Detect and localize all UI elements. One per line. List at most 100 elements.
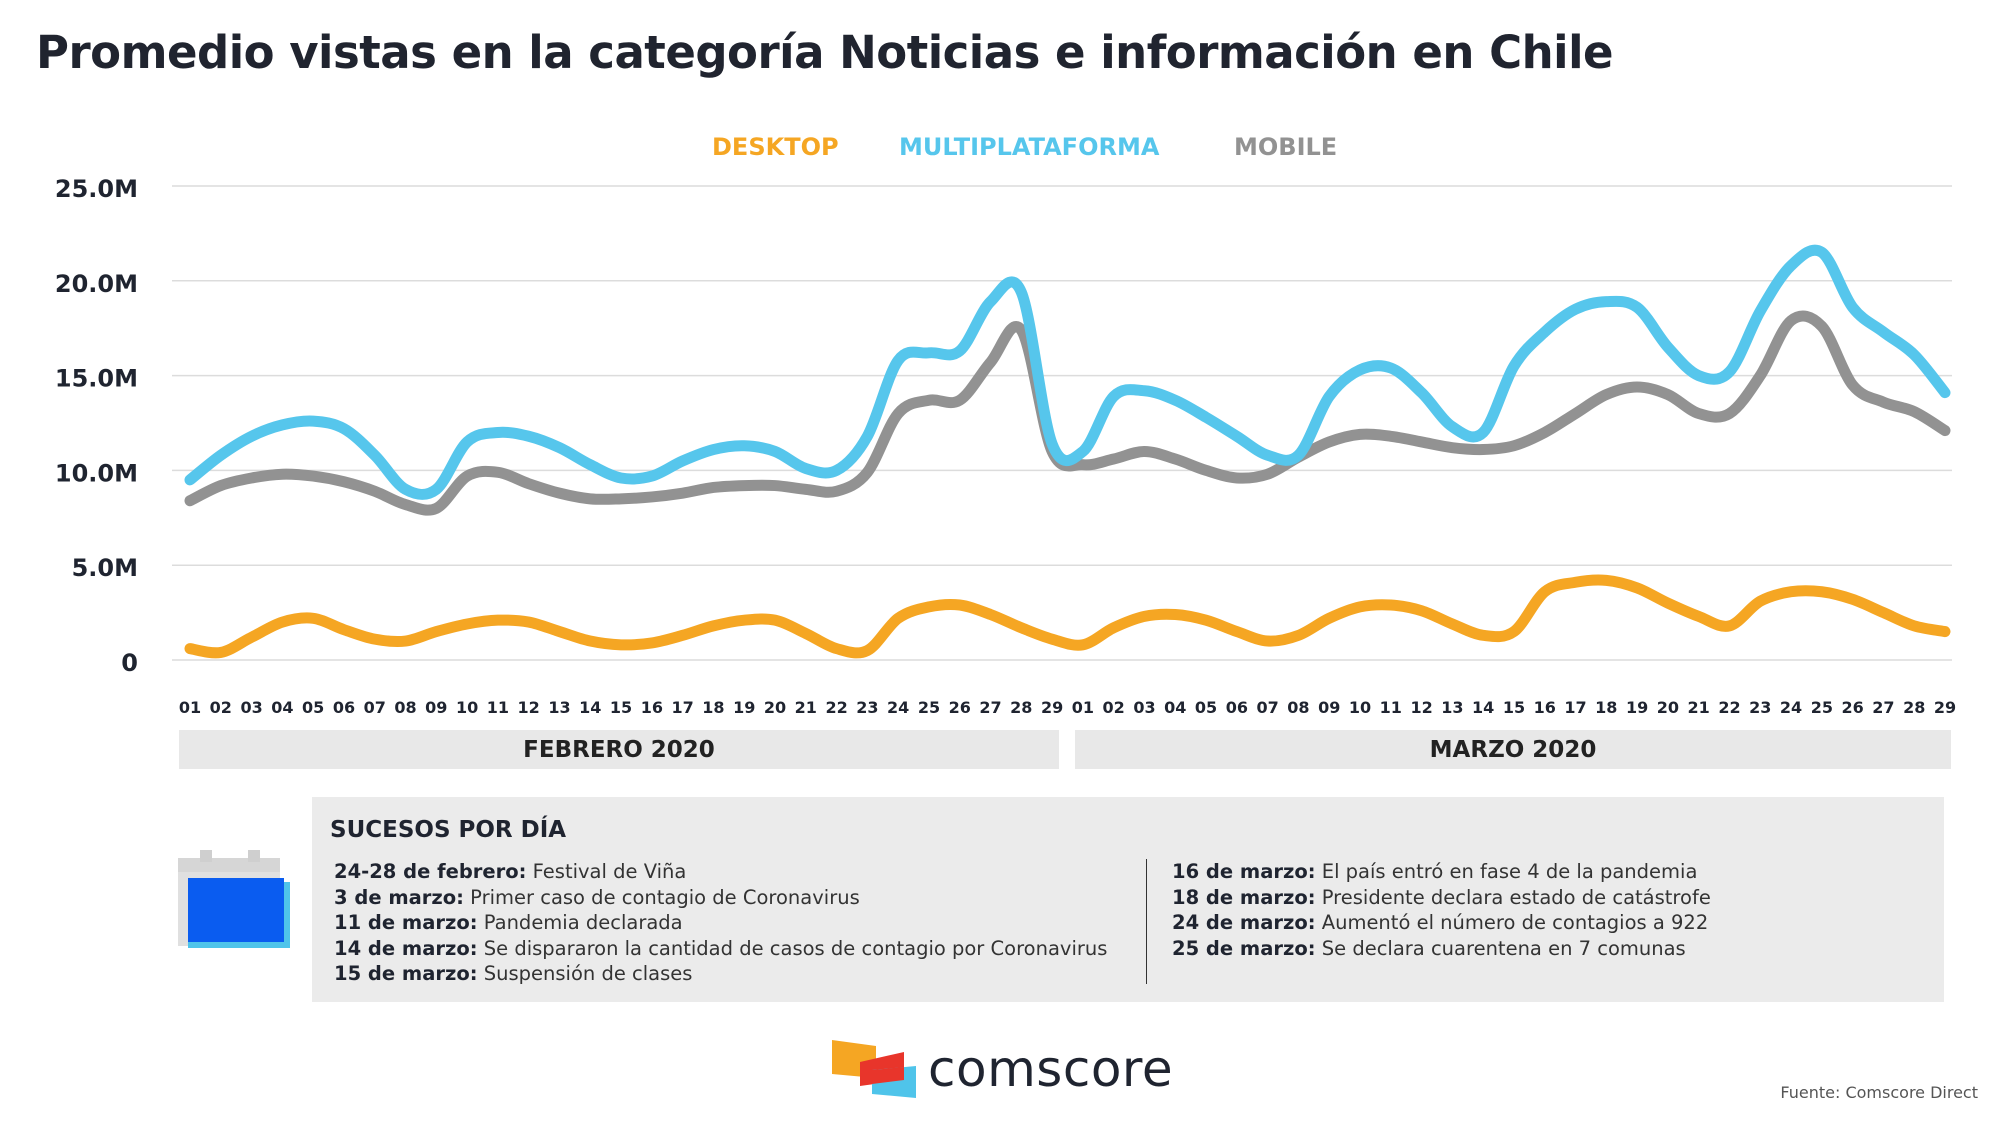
x-tick-label: 01 xyxy=(1072,698,1094,717)
legend-mobile: MOBILE xyxy=(1234,133,1337,161)
x-tick-label: 10 xyxy=(1349,698,1371,717)
events-left-column: 24-28 de febrero: Festival de Viña 3 de … xyxy=(334,859,1107,987)
series-line-multiplataforma xyxy=(184,244,1951,500)
x-tick-label: 04 xyxy=(1164,698,1186,717)
events-panel: SUCESOS POR DÍA 24-28 de febrero: Festiv… xyxy=(312,797,1944,1002)
y-tick-label: 10.0M xyxy=(55,459,138,487)
x-tick-label: 16 xyxy=(641,698,663,717)
x-tick-label: 15 xyxy=(610,698,632,717)
x-tick-label: 27 xyxy=(979,698,1001,717)
x-tick-label: 03 xyxy=(1133,698,1155,717)
source-note: Fuente: Comscore Direct xyxy=(1780,1083,1978,1102)
y-tick-label: 15.0M xyxy=(55,365,138,393)
event-date: 25 de marzo: xyxy=(1172,936,1316,960)
event-text: Suspensión de clases xyxy=(477,962,693,985)
event-text: Pandemia declarada xyxy=(477,911,683,934)
x-tick-label: 29 xyxy=(1041,698,1063,717)
series-line-mobile xyxy=(184,310,1951,516)
events-right-column: 16 de marzo: El país entró en fase 4 de … xyxy=(1172,859,1711,961)
event-date: 24-28 de febrero: xyxy=(334,860,527,883)
x-tick-label: 29 xyxy=(1934,698,1956,717)
x-tick-label: 25 xyxy=(918,698,940,717)
event-item: 24 de marzo: Aumentó el número de contag… xyxy=(1172,910,1711,936)
y-tick-label: 0 xyxy=(121,649,138,677)
x-tick-label: 02 xyxy=(210,698,232,717)
x-tick-label: 13 xyxy=(548,698,570,717)
x-tick-label: 02 xyxy=(1103,698,1125,717)
x-tick-label: 23 xyxy=(856,698,878,717)
x-tick-label: 24 xyxy=(1780,698,1802,717)
event-text: Se dispararon la cantidad de casos de co… xyxy=(477,936,1108,960)
x-tick-label: 18 xyxy=(1595,698,1617,717)
event-text: Aumentó el número de contagios a 922 xyxy=(1315,911,1709,934)
comscore-logo-icon xyxy=(832,1040,916,1098)
x-tick-label: 14 xyxy=(579,698,601,717)
x-tick-label: 09 xyxy=(1318,698,1340,717)
x-tick-label: 04 xyxy=(271,698,293,717)
event-text: Primer caso de contagio de Coronavirus xyxy=(463,885,860,909)
x-tick-label: 12 xyxy=(1410,698,1432,717)
event-date: 3 de marzo: xyxy=(334,885,464,909)
x-tick-label: 17 xyxy=(1564,698,1586,717)
x-tick-label: 24 xyxy=(887,698,909,717)
event-item: 11 de marzo: Pandemia declarada xyxy=(334,910,1107,936)
x-tick-label: 05 xyxy=(1195,698,1217,717)
y-tick-label: 5.0M xyxy=(72,554,138,582)
x-tick-label: 27 xyxy=(1872,698,1894,717)
series-line-desktop xyxy=(184,574,1951,659)
x-tick-label: 22 xyxy=(825,698,847,717)
event-text: El país entró en fase 4 de la pandemia xyxy=(1315,860,1698,883)
x-tick-label: 06 xyxy=(1226,698,1248,717)
event-date: 18 de marzo: xyxy=(1172,885,1316,909)
event-item: 25 de marzo: Se declara cuarentena en 7 … xyxy=(1172,936,1711,962)
x-tick-label: 11 xyxy=(1380,698,1402,717)
x-tick-label: 26 xyxy=(949,698,971,717)
event-item: 3 de marzo: Primer caso de contagio de C… xyxy=(334,885,1107,911)
x-tick-label: 12 xyxy=(518,698,540,717)
x-tick-label: 14 xyxy=(1472,698,1494,717)
x-tick-label: 07 xyxy=(1256,698,1278,717)
x-tick-label: 26 xyxy=(1841,698,1863,717)
event-text: Se declara cuarentena en 7 comunas xyxy=(1315,936,1686,960)
x-tick-label: 21 xyxy=(1688,698,1710,717)
comscore-logo-text: comscore xyxy=(928,1040,1174,1098)
x-tick-label: 17 xyxy=(671,698,693,717)
x-tick-label: 20 xyxy=(1657,698,1679,717)
month-band-febrero: FEBRERO 2020 xyxy=(179,730,1059,769)
x-tick-label: 22 xyxy=(1718,698,1740,717)
legend-mobile-label: MOBILE xyxy=(1234,133,1338,161)
chart-title: Promedio vistas en la categoría Noticias… xyxy=(36,26,1614,79)
x-tick-label: 25 xyxy=(1811,698,1833,717)
x-tick-label: 06 xyxy=(333,698,355,717)
x-tick-label: 18 xyxy=(702,698,724,717)
events-divider xyxy=(1146,859,1147,984)
event-date: 16 de marzo: xyxy=(1172,860,1316,883)
event-item: 15 de marzo: Suspensión de clases xyxy=(334,961,1107,987)
x-tick-label: 21 xyxy=(795,698,817,717)
event-text: Festival de Viña xyxy=(526,860,687,883)
x-tick-label: 28 xyxy=(1903,698,1925,717)
x-tick-label: 23 xyxy=(1749,698,1771,717)
event-item: 24-28 de febrero: Festival de Viña xyxy=(334,859,1107,885)
event-item: 14 de marzo: Se dispararon la cantidad d… xyxy=(334,936,1107,962)
month-band-marzo: MARZO 2020 xyxy=(1075,730,1951,769)
month-label-febrero: FEBRERO 2020 xyxy=(523,736,715,763)
event-item: 16 de marzo: El país entró en fase 4 de … xyxy=(1172,859,1711,885)
legend-multiplataforma: MULTIPLATAFORMA xyxy=(899,133,1159,161)
x-tick-label: 13 xyxy=(1441,698,1463,717)
events-title: SUCESOS POR DÍA xyxy=(330,817,567,843)
x-tick-label: 09 xyxy=(425,698,447,717)
x-tick-label: 10 xyxy=(456,698,478,717)
legend-desktop-label: DESKTOP xyxy=(712,133,839,161)
x-tick-label: 20 xyxy=(764,698,786,717)
event-date: 15 de marzo: xyxy=(334,962,478,985)
x-tick-label: 19 xyxy=(1626,698,1648,717)
line-chart: 25.0M 20.0M 15.0M 10.0M 5.0M 0 01 02 03 04 05 06 07 0… xyxy=(55,175,1956,717)
legend-multiplataforma-label: MULTIPLATAFORMA xyxy=(899,133,1160,161)
x-tick-label: 05 xyxy=(302,698,324,717)
x-tick-label: 11 xyxy=(487,698,509,717)
x-tick-label: 15 xyxy=(1503,698,1525,717)
x-tick-label: 08 xyxy=(1287,698,1309,717)
event-date: 14 de marzo: xyxy=(334,936,478,960)
legend-desktop: DESKTOP xyxy=(712,133,839,161)
